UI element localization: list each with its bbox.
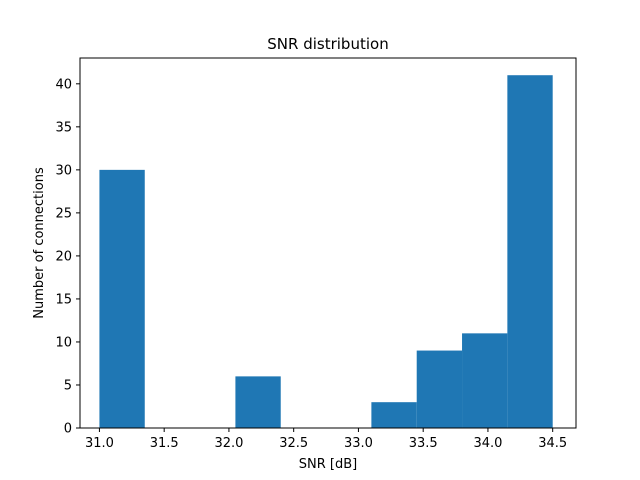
- histogram-bar-0: [99, 169, 145, 428]
- x-tick-label: 32.5: [279, 436, 308, 451]
- histogram-bar-8: [462, 333, 508, 428]
- histogram-bar-6: [371, 402, 417, 428]
- plot-frame: [79, 57, 577, 429]
- y-axis-label: Number of connections: [32, 167, 47, 319]
- x-tick-label: 34.5: [538, 436, 567, 451]
- y-tick-label: 20: [55, 249, 72, 264]
- chart-title: SNR distribution: [267, 35, 388, 53]
- x-tick-label: 33.5: [409, 436, 438, 451]
- histogram-bar-3: [235, 376, 281, 428]
- histogram-bar-9: [507, 75, 553, 429]
- y-tick-label: 5: [64, 378, 72, 393]
- x-tick-label: 33.0: [344, 436, 373, 451]
- y-tick-label: 15: [55, 292, 72, 307]
- x-axis-ticks: 31.0 31.5 32.0 32.5 33.0 33.5 34.0 34.5: [85, 428, 567, 451]
- y-tick-label: 0: [64, 422, 72, 437]
- x-tick-label: 31.5: [150, 436, 179, 451]
- y-tick-label: 40: [55, 77, 72, 92]
- y-tick-label: 25: [55, 206, 72, 221]
- y-tick-label: 10: [55, 335, 72, 350]
- y-tick-label: 35: [55, 120, 72, 135]
- bars-group: [99, 75, 553, 429]
- y-tick-label: 30: [55, 163, 72, 178]
- x-axis-label: SNR [dB]: [299, 457, 357, 472]
- histogram-bar-7: [416, 350, 463, 428]
- x-tick-label: 32.0: [214, 436, 243, 451]
- x-tick-label: 34.0: [473, 436, 502, 451]
- x-tick-label: 31.0: [85, 436, 114, 451]
- y-axis-ticks: 0 5 10 15 20 25 30 35 40: [55, 77, 80, 437]
